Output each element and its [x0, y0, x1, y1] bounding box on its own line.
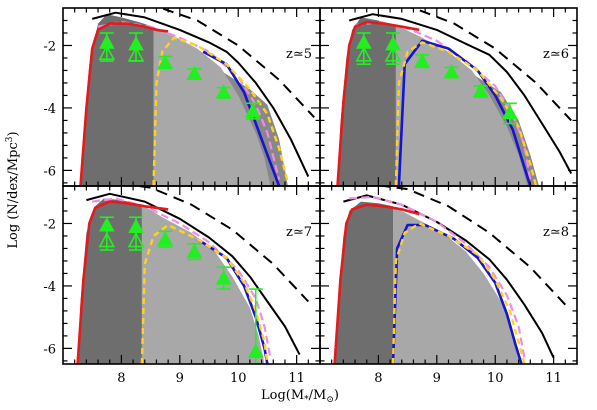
- x-tick-label: 8: [117, 371, 125, 386]
- filled-triangle-4: [186, 65, 203, 81]
- yellow-dashed-curve: [140, 223, 269, 364]
- x-axis-title: Log(M*/M⊙): [261, 388, 339, 405]
- open-triangle-1: [98, 44, 116, 61]
- filled-triangle-4: [186, 243, 203, 259]
- x-tick-label: 9: [433, 371, 441, 386]
- filled-triangle-5: [472, 82, 489, 98]
- x-tick-label: 9: [176, 371, 184, 386]
- pink-dashed-curve: [97, 21, 281, 181]
- yellow-dashed-curve: [394, 41, 538, 186]
- y-axis-title: Log (N/dex/Mpc3): [5, 131, 21, 248]
- dark-area: [334, 201, 393, 364]
- filled-triangle-3: [157, 231, 174, 246]
- x-tick-label: 10: [230, 371, 247, 386]
- black-dashed-curve: [158, 8, 315, 118]
- open-triangle-1: [355, 46, 373, 62]
- panel-3: [76, 186, 310, 364]
- light-area: [141, 204, 265, 364]
- filled-triangle-5: [215, 270, 232, 285]
- panels: z≃5 -2 -4 -6 z≃6 z≃7 -2 -4 -6 8 9 10 11 z≃8 8 9 10 11: [43, 7, 578, 386]
- yellow-dashed-curve: [152, 36, 290, 186]
- dark-area: [337, 17, 396, 186]
- filled-triangle-4: [443, 63, 460, 79]
- y-tick-label: -2: [43, 39, 56, 54]
- open-triangle-2: [384, 46, 402, 62]
- ticks-4: [320, 186, 577, 364]
- y-tick-label: -4: [43, 102, 56, 117]
- blue-curve: [196, 238, 269, 364]
- x-tick-label: 8: [374, 371, 382, 386]
- black-solid-curve: [343, 194, 555, 359]
- red-curve: [333, 203, 420, 364]
- dark-area: [77, 198, 142, 364]
- filled-triangle-6: [247, 343, 264, 358]
- black-solid-curve: [86, 192, 301, 356]
- x-tick-label: 11: [545, 371, 562, 386]
- black-dashed-curve: [376, 186, 567, 306]
- red-curve: [336, 20, 420, 186]
- panel-1: [79, 8, 315, 186]
- pink-dashed-curve: [92, 197, 272, 359]
- panel-label-1: z≃5: [286, 47, 312, 62]
- y-tick-label: -6: [43, 164, 56, 179]
- blue-curve: [202, 50, 281, 186]
- dark-area: [80, 14, 154, 186]
- y-tick-label: -6: [43, 342, 56, 357]
- panel-4: [333, 186, 567, 364]
- axes-text: Log(M*/M⊙) Log (N/dex/Mpc3): [5, 131, 339, 405]
- red-curve: [79, 22, 169, 186]
- filled-triangle-6: [244, 103, 261, 118]
- filled-triangle-1: [98, 34, 115, 49]
- x-tick-label: 11: [288, 371, 305, 386]
- filled-triangle-3: [157, 54, 174, 70]
- open-triangle-1: [98, 231, 116, 248]
- panel-label-2: z≃6: [543, 47, 569, 62]
- filled-triangle-1: [355, 34, 372, 49]
- filled-triangle-1: [98, 216, 115, 232]
- open-triangle-2: [127, 231, 145, 248]
- panel-label-4: z≃8: [543, 225, 569, 240]
- light-area: [393, 206, 522, 364]
- black-dashed-curve: [405, 8, 572, 122]
- black-solid-curve: [91, 11, 310, 178]
- y-tick-label: -2: [43, 217, 56, 232]
- y-tick-label: -4: [43, 280, 56, 295]
- x-tick-label: 10: [487, 371, 504, 386]
- filled-triangle-2: [128, 218, 144, 234]
- filled-triangle-6: [501, 104, 518, 120]
- ticks-2: [320, 8, 577, 186]
- filled-triangle-2: [385, 35, 401, 51]
- filled-triangle-2: [128, 35, 144, 51]
- panel-2: [336, 8, 573, 186]
- panel-label-3: z≃7: [286, 225, 312, 240]
- ticks-3: [63, 186, 320, 364]
- pink-dashed-curve: [349, 195, 526, 359]
- filled-triangle-3: [414, 53, 431, 68]
- filled-triangle-5: [215, 84, 232, 99]
- light-area: [153, 26, 271, 186]
- black-solid-curve: [348, 13, 573, 174]
- red-curve: [76, 200, 169, 364]
- open-triangle-2: [127, 46, 145, 62]
